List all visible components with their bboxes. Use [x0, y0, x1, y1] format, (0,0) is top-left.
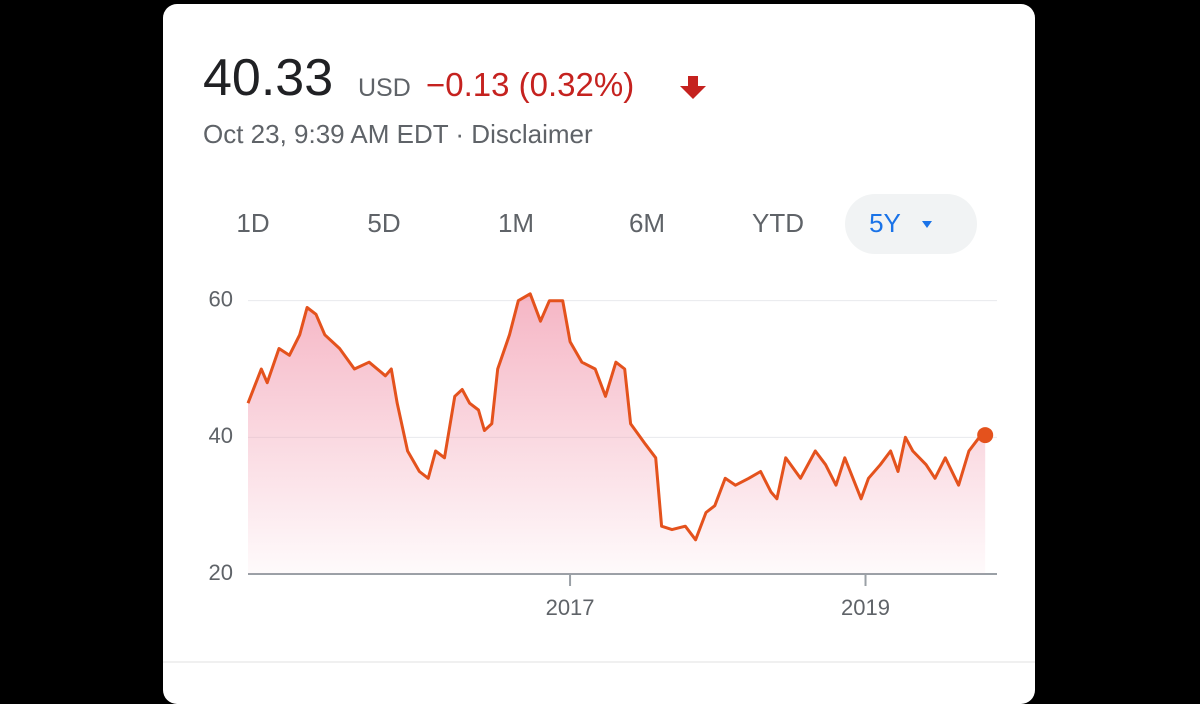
tab[interactable]: 5D — [367, 208, 401, 238]
x-tick-label: 2017 — [546, 595, 595, 620]
y-tick-label: 60 — [209, 286, 233, 311]
currency: USD — [358, 74, 411, 102]
page: 40.33 USD −0.13 (0.32%) Oct 23, 9:39 AM … — [163, 4, 1035, 704]
dropdown-icon[interactable] — [922, 221, 932, 228]
tab[interactable]: 6M — [628, 208, 666, 238]
y-tick-label: 20 — [209, 560, 233, 585]
tab[interactable]: 1D — [236, 208, 270, 238]
chart: 20 40 60 2017 2019 — [163, 221, 1035, 663]
range-selector[interactable] — [845, 194, 977, 254]
timestamp[interactable]: Oct 23, 9:39 AM EDT · Disclaimer — [203, 119, 593, 149]
y-tick-label: 40 — [209, 423, 233, 448]
area — [248, 293, 986, 574]
price: 40.33 — [203, 49, 334, 107]
x-tick-label: 2019 — [841, 595, 890, 620]
tab-selected[interactable]: 5Y — [869, 208, 901, 238]
price-line — [246, 292, 986, 542]
tab[interactable]: 1M — [497, 208, 535, 238]
tab[interactable]: YTD — [752, 208, 804, 238]
last-point — [977, 427, 994, 444]
change: −0.13 (0.32%) — [426, 66, 635, 103]
